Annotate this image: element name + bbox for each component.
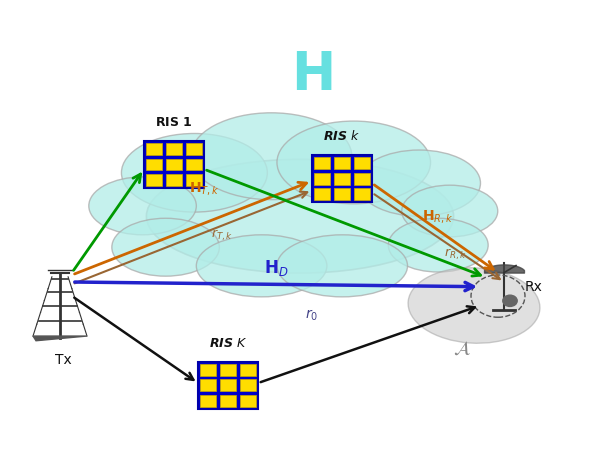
Ellipse shape	[358, 150, 481, 216]
FancyBboxPatch shape	[166, 174, 182, 186]
FancyBboxPatch shape	[146, 158, 161, 171]
FancyBboxPatch shape	[314, 157, 329, 169]
Ellipse shape	[121, 133, 268, 212]
FancyBboxPatch shape	[166, 143, 182, 155]
FancyBboxPatch shape	[200, 395, 215, 407]
Circle shape	[503, 295, 517, 306]
Ellipse shape	[388, 218, 488, 272]
Text: $\mathbf{H}_D$: $\mathbf{H}_D$	[264, 258, 288, 278]
FancyBboxPatch shape	[355, 172, 370, 185]
FancyBboxPatch shape	[241, 364, 256, 376]
Text: $\mathbf{H}$: $\mathbf{H}$	[292, 49, 332, 101]
Text: RIS $\mathbf{1}$: RIS $\mathbf{1}$	[155, 116, 193, 129]
Ellipse shape	[146, 159, 454, 273]
FancyBboxPatch shape	[187, 174, 202, 186]
Ellipse shape	[191, 113, 352, 200]
Ellipse shape	[196, 235, 327, 297]
FancyBboxPatch shape	[220, 395, 236, 407]
FancyBboxPatch shape	[144, 141, 204, 188]
Text: $\mathcal{A}$: $\mathcal{A}$	[453, 338, 471, 357]
Ellipse shape	[89, 177, 196, 235]
Polygon shape	[33, 336, 87, 341]
FancyBboxPatch shape	[187, 143, 202, 155]
FancyBboxPatch shape	[200, 379, 215, 392]
Ellipse shape	[408, 268, 540, 343]
Ellipse shape	[277, 121, 431, 204]
Text: $\mathbf{H}_{R,k}$: $\mathbf{H}_{R,k}$	[422, 208, 454, 225]
FancyBboxPatch shape	[220, 379, 236, 392]
FancyBboxPatch shape	[334, 188, 350, 200]
FancyBboxPatch shape	[220, 364, 236, 376]
Text: RIS $K$: RIS $K$	[209, 337, 247, 350]
FancyBboxPatch shape	[355, 157, 370, 169]
Ellipse shape	[112, 218, 220, 276]
FancyBboxPatch shape	[146, 174, 161, 186]
Text: $r_{R,k}$: $r_{R,k}$	[445, 246, 467, 261]
Ellipse shape	[277, 235, 407, 297]
Text: Tx: Tx	[55, 352, 71, 367]
FancyBboxPatch shape	[314, 188, 329, 200]
Ellipse shape	[402, 185, 498, 237]
FancyBboxPatch shape	[241, 379, 256, 392]
FancyBboxPatch shape	[200, 364, 215, 376]
FancyBboxPatch shape	[334, 157, 350, 169]
FancyBboxPatch shape	[312, 155, 372, 202]
FancyBboxPatch shape	[241, 395, 256, 407]
FancyBboxPatch shape	[314, 172, 329, 185]
FancyBboxPatch shape	[146, 143, 161, 155]
Text: Rx: Rx	[525, 280, 543, 294]
Text: RIS $k$: RIS $k$	[323, 129, 361, 143]
Text: $\mathbf{H}_{T,k}$: $\mathbf{H}_{T,k}$	[188, 180, 220, 196]
Text: $r_0$: $r_0$	[305, 307, 319, 322]
Text: $r_{T,k}$: $r_{T,k}$	[211, 227, 233, 243]
FancyBboxPatch shape	[198, 362, 258, 409]
FancyBboxPatch shape	[355, 188, 370, 200]
FancyBboxPatch shape	[334, 172, 350, 185]
FancyBboxPatch shape	[187, 158, 202, 171]
FancyBboxPatch shape	[166, 158, 182, 171]
